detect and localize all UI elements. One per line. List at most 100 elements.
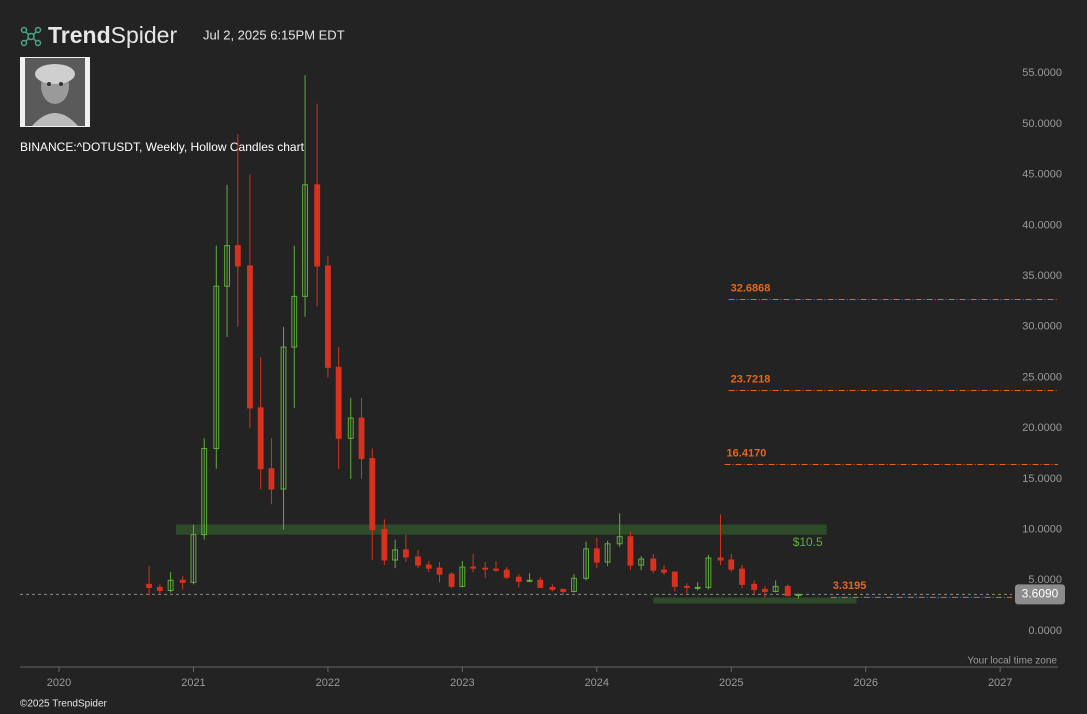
y-tick-label: 55.0000 [1022, 67, 1062, 79]
candle-body [224, 245, 230, 287]
candle-body [201, 447, 208, 536]
candle-body [515, 576, 522, 582]
y-tick-label: 40.0000 [1022, 219, 1062, 231]
candle-body [146, 583, 152, 588]
candle-body [302, 184, 308, 297]
candle-body [627, 536, 634, 566]
candle-body [795, 593, 802, 597]
x-tick-label: 2021 [181, 677, 205, 689]
candle-body [661, 569, 667, 573]
y-tick-label: 15.0000 [1022, 473, 1062, 485]
candle-body [448, 573, 455, 587]
copyright: ©2025 TrendSpider [20, 699, 108, 710]
candle-body [459, 566, 466, 587]
candle-body [482, 567, 489, 570]
candle-body [190, 534, 197, 583]
candle-body [156, 586, 163, 591]
candle-body [268, 468, 275, 490]
candle-body [179, 579, 186, 583]
avatar [20, 57, 90, 127]
candle-body [772, 585, 779, 592]
candle-body [761, 588, 768, 592]
x-tick-label: 2023 [450, 677, 474, 689]
candle-body [167, 579, 174, 591]
candle-body [503, 569, 510, 578]
zone [653, 597, 857, 604]
logo-bold: Trend [48, 22, 111, 48]
y-tick-label: 45.0000 [1022, 169, 1062, 181]
candle-body [560, 588, 567, 592]
candle-body [751, 583, 758, 590]
y-tick-label: 25.0000 [1022, 371, 1062, 383]
last-price-label: 3.6090 [1022, 587, 1059, 601]
candle-body [402, 549, 409, 558]
y-tick-label: 35.0000 [1022, 270, 1062, 282]
level-label: 32.6868 [731, 282, 771, 294]
candle-body [784, 585, 791, 597]
candle-body [425, 564, 432, 569]
x-tick-label: 2026 [853, 677, 877, 689]
candle-body [257, 407, 264, 470]
timestamp: Jul 2, 2025 6:15PM EDT [203, 27, 345, 42]
chart-title: BINANCE:^DOTUSDT, Weekly, Hollow Candles… [20, 140, 305, 154]
candle-body [638, 558, 645, 566]
candle-body [347, 417, 354, 439]
x-tick-label: 2025 [719, 677, 743, 689]
candle-body [705, 557, 712, 588]
candle-body [537, 579, 544, 588]
candle-body [728, 559, 735, 570]
level-label: 23.7218 [731, 373, 771, 385]
candle-body [234, 245, 241, 267]
candle-body [526, 579, 533, 582]
candle-body [694, 586, 701, 589]
candle-body [604, 543, 611, 563]
y-tick-label: 50.0000 [1022, 118, 1062, 130]
x-tick-label: 2024 [585, 677, 609, 689]
zone [175, 524, 827, 535]
candle-body [593, 548, 600, 563]
candle-body [392, 549, 399, 561]
timezone-note: Your local time zone [967, 656, 1057, 667]
candle-body [616, 536, 623, 545]
candle-body [683, 585, 690, 588]
candle-body [246, 265, 253, 409]
candle-body [493, 568, 499, 571]
level-label: 3.3195 [833, 580, 867, 592]
x-tick-label: 2020 [47, 677, 71, 689]
candle-body [291, 295, 298, 348]
logo-icon [20, 26, 42, 47]
candle-body [415, 556, 421, 566]
candles [146, 75, 802, 599]
candle-body [280, 346, 287, 490]
candle-body [213, 285, 220, 449]
y-tick-label: 30.0000 [1022, 321, 1062, 333]
candle-body [358, 417, 365, 460]
candle-body [739, 568, 745, 585]
x-tick-label: 2022 [316, 677, 340, 689]
candle-body [671, 571, 678, 587]
y-tick-label: 20.0000 [1022, 422, 1062, 434]
last-price-box [1015, 584, 1065, 605]
candle-body [314, 184, 321, 267]
logo-light: Spider [111, 22, 178, 48]
candle-body [717, 557, 724, 561]
level-label: 16.4170 [727, 447, 767, 459]
candle-body [650, 558, 657, 571]
candle-body [583, 548, 589, 579]
candle-body [324, 265, 331, 368]
candle-body [335, 366, 342, 439]
candle-body [549, 586, 556, 590]
zone-label: $10.5 [793, 535, 823, 549]
x-tick-label: 2027 [988, 677, 1012, 689]
logo: TrendSpider [48, 22, 177, 48]
y-tick-label: 0.0000 [1028, 625, 1062, 637]
candle-body [470, 566, 477, 569]
candle-body [381, 529, 388, 561]
candle-body [571, 577, 577, 592]
candle-body [369, 458, 376, 531]
candle-body [436, 567, 443, 575]
y-tick-label: 5.0000 [1028, 574, 1062, 586]
